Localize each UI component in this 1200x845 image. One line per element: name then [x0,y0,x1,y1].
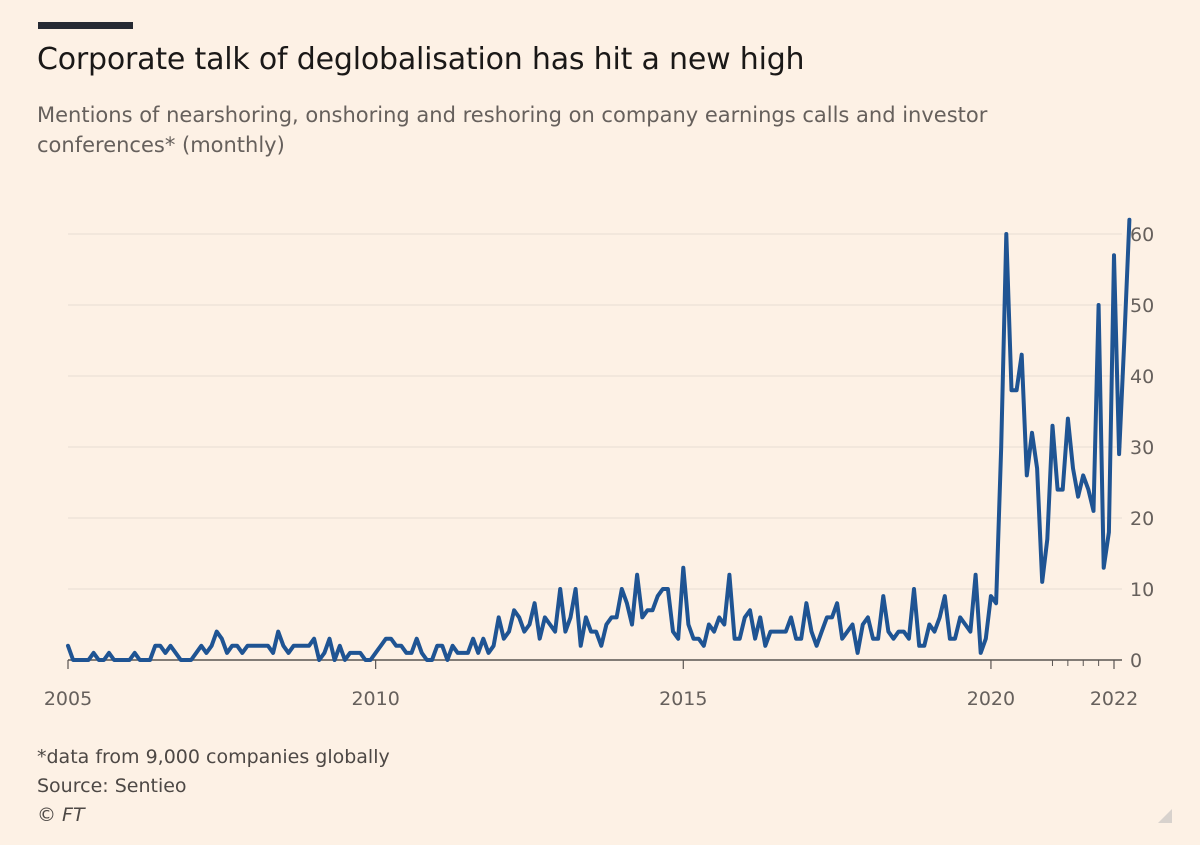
y-tick-label-0: 0 [1130,650,1142,672]
brand-top-bar [38,22,133,29]
y-tick-label-30: 30 [1130,437,1154,459]
x-tick-label-2015: 2015 [659,688,707,710]
y-tick-label-10: 10 [1130,579,1154,601]
chart-subtitle: Mentions of nearshoring, onshoring and r… [37,103,988,157]
x-tick-label-2010: 2010 [351,688,399,710]
footnote: *data from 9,000 companies globally [37,746,390,768]
gridlines [68,233,1122,661]
chart-title: Corporate talk of deglobalisation has hi… [37,42,805,77]
resize-handle-icon[interactable] [1158,809,1172,823]
series-line-mentions [66,217,1132,662]
x-tick-label-2022: 2022 [1090,688,1138,710]
y-tick-label-50: 50 [1130,295,1154,317]
y-tick-label-20: 20 [1130,508,1154,530]
x-tick-label-2005: 2005 [44,688,92,710]
y-tick-label-60: 60 [1130,224,1154,246]
x-tick-label-2020: 2020 [967,688,1015,710]
copyright-credit: © FT [37,804,85,826]
y-axis-ticks: 0 10 20 30 40 50 60 [1130,224,1154,672]
x-axis-ticks: 2005 2010 2015 2020 2022 [44,660,1138,710]
source-note: Source: Sentieo [37,775,187,797]
series-layer [66,217,1132,662]
y-tick-label-40: 40 [1130,366,1154,388]
